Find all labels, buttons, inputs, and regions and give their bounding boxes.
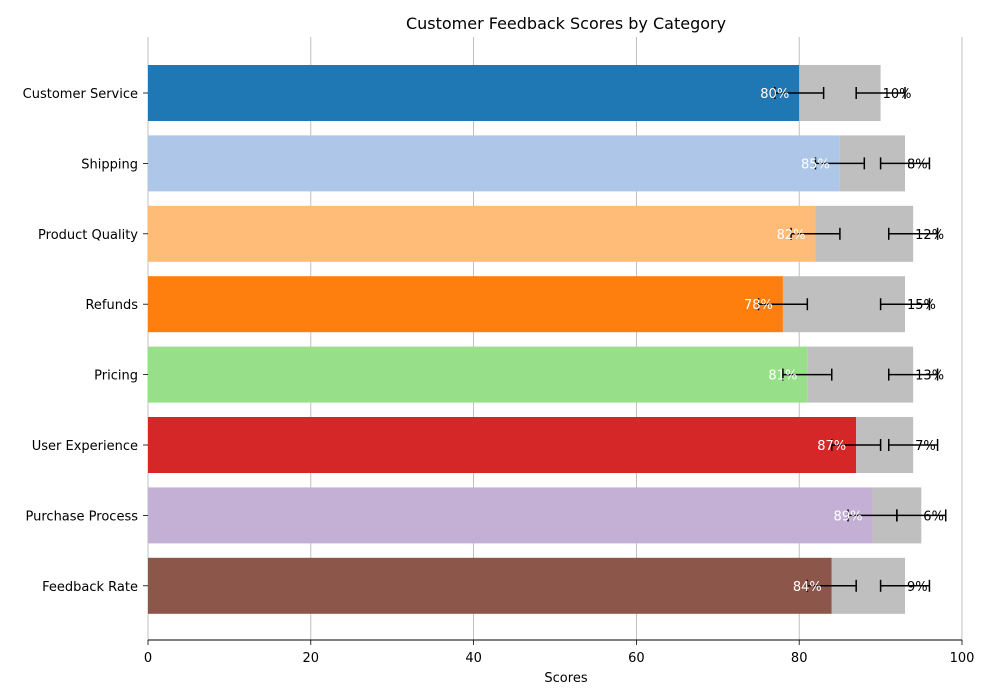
extra-label: 9% [907,580,928,595]
y-tick-labels: Customer Service Shipping Product Quality R… [23,87,148,595]
bar-score [148,346,808,403]
bars [148,65,922,614]
score-label: 80% [760,87,789,102]
grid-lines [147,37,963,640]
extra-label: 6% [923,509,944,524]
bar-score [148,135,840,192]
extra-label: 12% [915,228,944,243]
x-axis-label: Scores [544,671,587,686]
score-label: 78% [744,298,773,313]
extra-label: 7% [915,439,936,454]
chart-title: Customer Feedback Scores by Category [406,14,726,33]
bar-score [148,487,873,544]
bar-score [148,205,816,262]
x-tick-label: 0 [144,651,152,666]
extra-label: 8% [907,157,928,172]
score-label: 82% [777,228,806,243]
x-tick-label: 80 [791,651,808,666]
x-tick-label: 60 [628,651,645,666]
bar-score [148,65,800,121]
score-label: 85% [801,157,830,172]
x-tick-labels: 0 20 40 60 80 100 [144,640,975,666]
y-tick-label: Refunds [85,298,138,313]
y-tick-label: Feedback Rate [42,580,138,595]
value-labels: 80% 10% 85% 8% 82% 12% 78% 15% 81% 13% 87% 7% 89% 6% 8… [744,87,944,595]
score-label: 84% [793,580,822,595]
score-label: 87% [817,439,846,454]
score-label: 89% [834,509,863,524]
x-tick-label: 100 [950,651,975,666]
y-tick-label: User Experience [32,439,138,454]
x-tick-label: 20 [303,651,320,666]
extra-label: 10% [883,87,912,102]
bar-score [148,557,832,614]
y-tick-label: Customer Service [23,87,138,102]
error-bars [757,87,947,592]
score-label: 81% [768,369,797,384]
bar-score [148,417,857,473]
bar-score [148,276,783,333]
y-tick-label: Pricing [94,369,138,384]
extra-label: 13% [915,369,944,384]
x-tick-label: 40 [465,651,482,666]
y-tick-label: Purchase Process [26,509,139,524]
y-tick-label: Product Quality [38,228,138,243]
y-tick-label: Shipping [81,157,138,172]
extra-label: 15% [907,298,936,313]
